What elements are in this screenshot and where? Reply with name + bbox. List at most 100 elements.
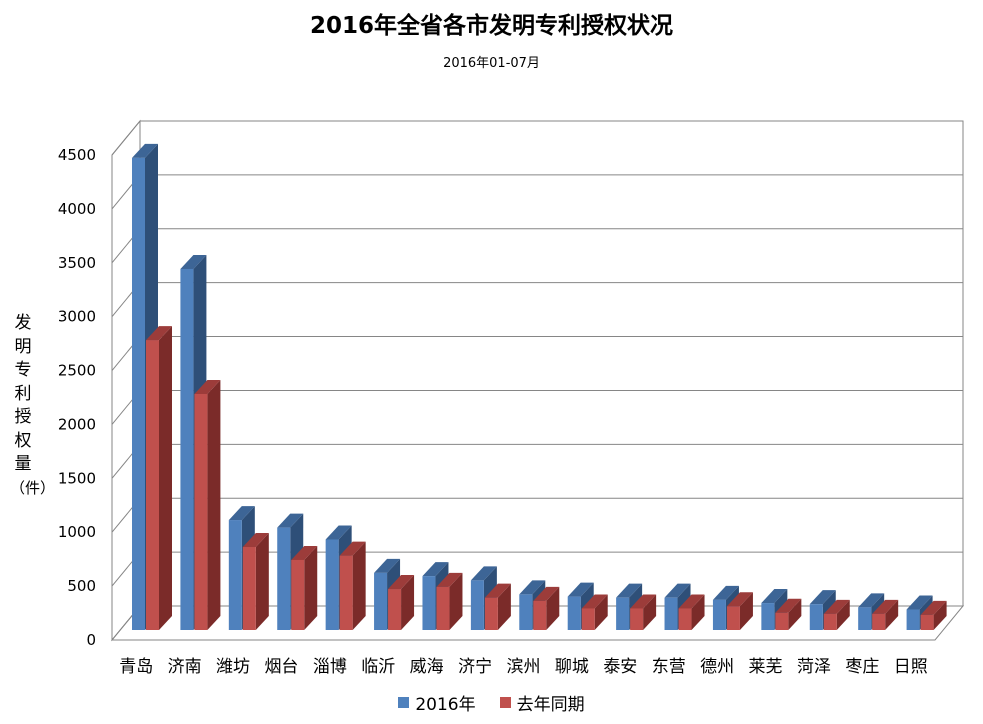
bar-last-year-top [775,598,802,613]
legend: 2016年 去年同期 [0,690,983,715]
bar-2016 [906,609,920,630]
y-axis-label-char: 利 [14,383,32,404]
bar-last-year-side [739,592,753,630]
bar-last-year-top [630,594,657,609]
y-tick-label: 500 [67,577,96,595]
x-tick-label: 菏泽 [797,657,831,677]
bar-last-year-side [643,594,657,630]
y-axis-label-char: 授 [14,407,32,427]
bar-last-year-side [401,575,415,630]
bar-last-year-side [691,594,705,630]
legend-item-last-year: 去年同期 [499,690,585,715]
bar-2016 [761,603,775,630]
bar-2016 [616,597,630,630]
bar-2016-top [712,585,739,600]
y-tick-label: 4000 [58,200,96,218]
y-tick-label: 0 [86,631,96,649]
chart-title: 2016年全省各市发明专利授权状况 [309,13,673,39]
y-axis-label-char: 专 [14,360,32,380]
x-tick-label: 滨州 [507,657,541,677]
bar-last-year-side [836,599,850,630]
bar-last-year-top [436,572,463,587]
bar-last-year-side [497,583,511,630]
x-tick-label: 济宁 [458,657,492,677]
x-tick-label: 潍坊 [216,657,250,677]
x-tick-label: 临沂 [361,657,395,677]
y-tick-label: 1000 [58,523,96,541]
bar-last-year-side [449,572,463,630]
bar-2016-top [616,583,643,598]
bar-2016-top [519,580,546,595]
bar-2016-top [180,254,207,269]
bar-2016 [180,268,194,630]
bar-2016 [374,572,388,630]
y-axis-label: 发 明 专 利 授 权 量 （件） [10,312,55,500]
bar-last-year-side [159,326,172,630]
legend-swatch-last-year [499,697,511,708]
bar-last-year [388,589,402,630]
gridline [111,120,963,156]
y-axis-label-char: 量 [14,454,32,474]
x-tick-label: 枣庄 [845,657,879,677]
bar-last-year-side [885,599,899,630]
bar-last-year-top [678,594,705,609]
bar-last-year-side [933,600,947,630]
bar-last-year-top [484,583,511,598]
bar-2016-top [809,590,836,605]
bar-last-year-side [255,533,269,630]
x-tick-label: 聊城 [555,657,589,677]
bar-last-year-top [920,600,947,615]
x-tick-label: 威海 [410,657,444,677]
bar-last-year-top [533,586,560,601]
bar-2016 [470,580,484,630]
bar-last-year [726,606,740,630]
bar-2016-top [567,582,594,597]
bar-2016 [228,520,242,630]
bar-2016-top [906,595,933,610]
bar-2016 [858,607,872,630]
y-axis-label-char: 发 [14,313,32,333]
bar-last-year [920,614,934,630]
y-tick-label: 3500 [58,254,96,272]
bar-2016 [325,539,339,630]
bar-last-year [484,597,498,630]
bar-last-year-top [872,599,899,614]
bar-last-year-top [339,541,366,556]
y-tick-label: 4500 [58,146,96,164]
bar-last-year-top [581,594,608,609]
x-tick-label: 烟台 [264,657,298,677]
y-tick-label: 1500 [58,469,96,487]
bar-last-year-top [146,326,172,341]
x-tick-label: 日照 [894,657,928,677]
bar-2016-top [664,583,691,598]
bar-last-year [630,608,644,630]
bar-2016-top [228,506,255,521]
x-tick-label: 泰安 [603,657,637,677]
bar-last-year-side [352,541,366,630]
bar-2016-top [374,558,401,573]
y-axis-label-char: 权 [14,430,32,451]
x-tick-label: 淄博 [313,657,347,677]
bar-2016-top [132,143,158,158]
bar-last-year [678,608,692,630]
bar-last-year-top [388,575,415,590]
y-tick-label: 3000 [58,308,96,326]
bar-last-year-side [594,594,608,630]
bar-last-year [242,547,256,630]
y-tick-label: 2000 [58,415,96,433]
bar-last-year-side [304,545,318,630]
chart-plot: 0 500 1000 1500 2000 2500 3000 3500 4000 4500 青岛 济南… [58,119,965,677]
bar-2016 [519,594,533,630]
bar-2016 [664,597,678,630]
bar-last-year-top [242,533,269,548]
bar-2016 [809,604,823,630]
chart-subtitle: 2016年01-07月 [443,56,540,71]
bar-last-year-side [788,598,802,630]
bar-last-year [146,340,159,630]
bar-last-year-top [823,599,850,614]
legend-swatch-2016 [398,697,410,708]
bar-2016-top [277,513,304,528]
x-tick-label: 莱芜 [749,657,783,677]
legend-label-last-year: 去年同期 [516,695,585,715]
bar-2016-top [325,525,352,540]
